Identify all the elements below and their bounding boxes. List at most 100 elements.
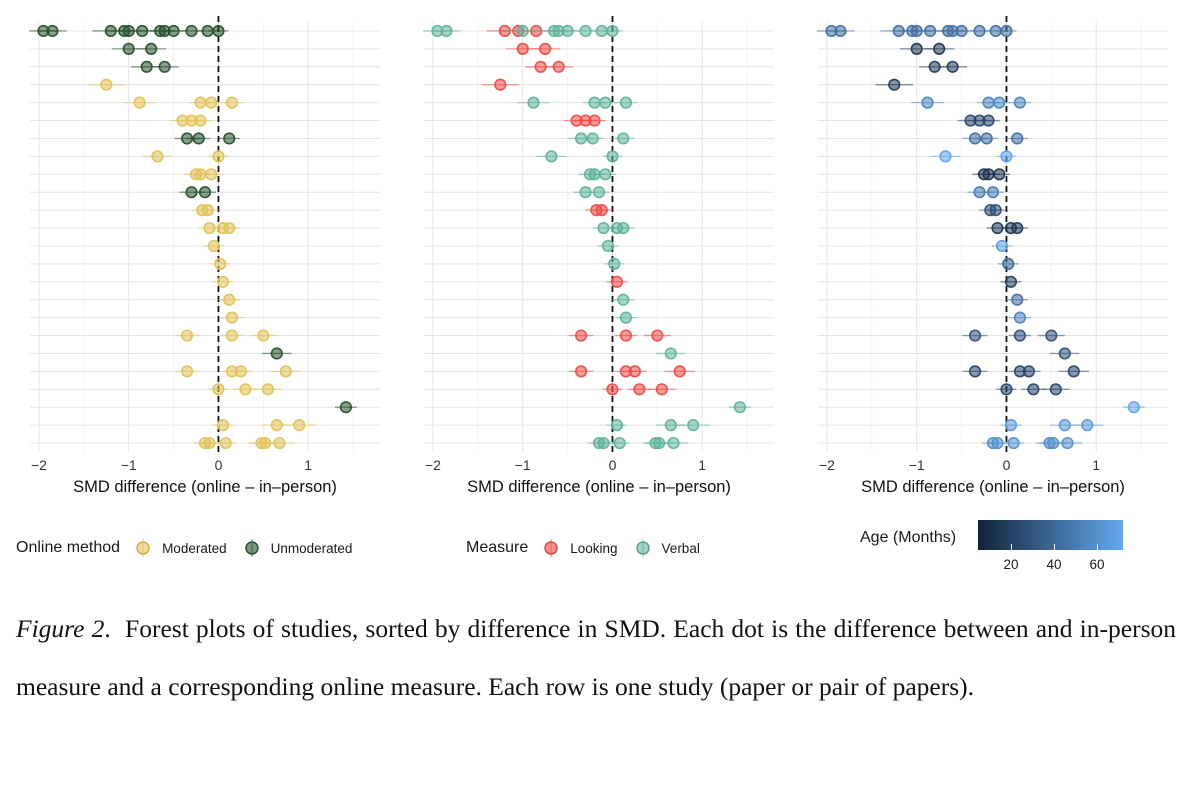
data-point [1007, 436, 1020, 450]
data-point [606, 150, 619, 163]
data-point [597, 436, 610, 450]
data-point [574, 329, 588, 342]
legend-item-moderated: Moderated [132, 537, 227, 559]
data-point [1058, 419, 1071, 432]
x-tick-label: 0 [215, 457, 223, 473]
data-point [223, 132, 236, 145]
figure-caption: Figure 2. Forest plots of studies, sorte… [16, 600, 1176, 716]
data-point [212, 150, 225, 163]
data-point [655, 383, 668, 396]
data-point [910, 24, 923, 38]
data-point [968, 329, 982, 342]
data-point [617, 221, 630, 235]
legend-label: Unmoderated [270, 540, 353, 556]
data-point [1061, 436, 1074, 450]
data-point [910, 42, 923, 55]
data-point [293, 419, 306, 432]
x-tick-label: −2 [31, 457, 47, 473]
data-point [606, 383, 619, 396]
data-point [1011, 132, 1024, 145]
data-point [216, 275, 230, 288]
data-point [1013, 329, 1027, 342]
data-point [180, 329, 194, 342]
data-point [1011, 221, 1024, 235]
x-tick-label: −1 [515, 457, 531, 473]
data-point [1067, 365, 1080, 378]
legend-online-method: Online method Moderated Unmoderated [16, 528, 366, 568]
data-point [664, 419, 677, 432]
data-point [613, 436, 626, 450]
data-point [534, 60, 547, 73]
x-axis-label: SMD difference (online – in–person) [73, 478, 337, 496]
legend-title: Measure [466, 539, 529, 556]
data-point [212, 383, 225, 396]
data-point [617, 132, 630, 145]
data-point [158, 60, 171, 73]
x-tick-label: −1 [909, 457, 925, 473]
data-point [946, 60, 959, 73]
data-point [145, 42, 158, 55]
data-point [1011, 293, 1024, 306]
data-point [599, 168, 612, 181]
moderated-key-icon [136, 539, 150, 557]
data-point [212, 24, 225, 38]
data-point [225, 329, 239, 342]
data-point [527, 96, 540, 109]
colorbar-tick-label: 40 [1046, 557, 1062, 572]
legend-label: Looking [570, 540, 618, 556]
colorbar-tick-mark [1054, 544, 1055, 550]
figure-label: Figure 2 [16, 614, 105, 643]
legend-item-unmoderated: Unmoderated [241, 537, 353, 559]
data-point [100, 78, 113, 91]
data-point [261, 383, 274, 396]
data-point [588, 114, 601, 127]
data-point [225, 311, 239, 324]
data-point [606, 24, 619, 38]
data-point [619, 311, 633, 324]
data-point [180, 365, 194, 378]
data-point [993, 168, 1006, 181]
data-point [1045, 329, 1058, 342]
data-point [270, 419, 283, 432]
data-point [516, 42, 529, 55]
x-tick-label: 1 [698, 457, 706, 473]
legend-title: Online method [16, 539, 121, 556]
data-point [516, 24, 529, 38]
legend-item-verbal: Verbal [632, 537, 700, 559]
data-point [1004, 419, 1018, 432]
data-point [991, 436, 1004, 450]
data-point [494, 78, 507, 91]
data-point [239, 383, 252, 396]
data-point [223, 293, 236, 306]
data-point [1000, 150, 1013, 163]
data-point [933, 42, 946, 55]
data-point [194, 114, 207, 127]
data-point [214, 257, 227, 270]
data-point [667, 436, 680, 450]
data-point [888, 78, 901, 91]
data-point [270, 347, 283, 360]
legend-label: Verbal [661, 540, 700, 556]
data-point [579, 24, 592, 38]
data-point [995, 239, 1009, 253]
x-tick-label: 1 [1092, 457, 1100, 473]
data-point [651, 329, 664, 342]
data-point [619, 96, 633, 109]
data-point [122, 24, 135, 38]
data-point [205, 96, 218, 109]
legend-label: Moderated [162, 540, 227, 556]
data-point [1049, 383, 1062, 396]
data-point [993, 96, 1006, 109]
data-point [633, 383, 646, 396]
data-point [982, 114, 995, 127]
data-point [1058, 347, 1071, 360]
x-tick-label: −2 [819, 457, 835, 473]
data-point [216, 419, 230, 432]
data-point [273, 436, 286, 450]
data-point [610, 419, 624, 432]
data-point [545, 150, 558, 163]
data-point [140, 60, 153, 73]
data-point [1081, 419, 1094, 432]
legend-title: Age (Months) [860, 529, 957, 546]
data-point [980, 132, 993, 145]
